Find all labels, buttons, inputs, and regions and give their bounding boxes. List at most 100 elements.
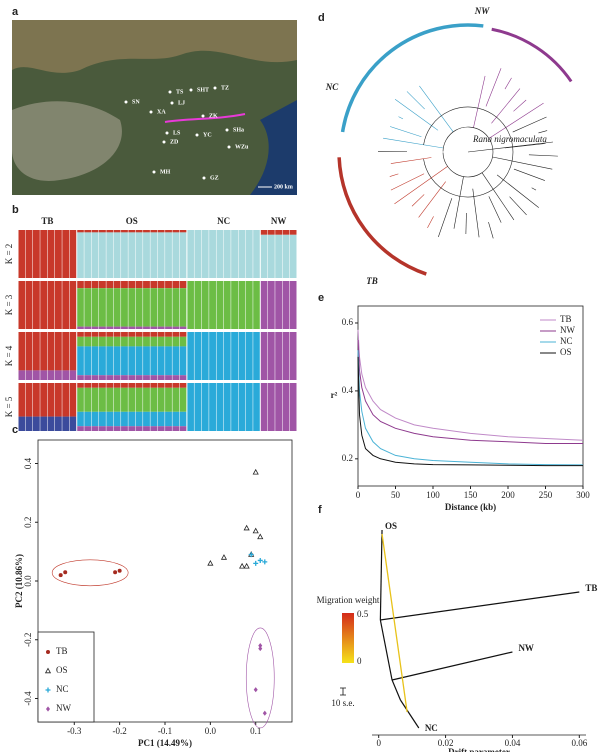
clade-arc: [491, 27, 573, 83]
tree-branch: [504, 143, 546, 149]
point: [257, 533, 264, 540]
legend-min: 0: [357, 656, 362, 666]
scale-label: 10 s.e.: [331, 698, 354, 708]
se-bar: [340, 687, 346, 696]
panel-label: c: [12, 424, 18, 436]
panel-label: f: [318, 504, 322, 516]
x-tick-label: 250: [539, 490, 553, 500]
y-tick-label: 0.2: [23, 517, 33, 528]
site-label: ZK: [209, 113, 218, 119]
point: [262, 710, 267, 716]
y-tick-label: 0.4: [23, 457, 33, 469]
point: [253, 560, 259, 566]
qinling-line: [164, 113, 246, 123]
ld-curve: [357, 329, 584, 441]
y-tick-label: 0.4: [342, 385, 354, 395]
site-label: WZu: [235, 144, 249, 150]
ancestry-block: [77, 230, 187, 233]
x-axis-label: PC1 (14.49%): [138, 738, 192, 748]
tree-branch: [504, 77, 512, 90]
tree-branch: [528, 154, 558, 157]
tree-branch: [390, 157, 432, 164]
tree-branch: [513, 99, 527, 112]
tree-branch: [513, 168, 545, 181]
legend-label: NW: [560, 325, 575, 335]
tree-branch: [379, 529, 383, 621]
site-label: TZ: [221, 85, 229, 91]
ancestry-block: [77, 346, 187, 376]
tree-branch: [418, 181, 446, 218]
tree-branch: [406, 91, 425, 110]
y-tick-label: 0.0: [23, 575, 33, 587]
point: [46, 706, 50, 712]
point: [46, 650, 50, 654]
ancestry-block: [260, 332, 297, 380]
clade-arc: [337, 157, 427, 276]
x-tick-label: 0.02: [438, 738, 454, 748]
site: [202, 176, 206, 180]
y-tick-label: -0.4: [23, 691, 33, 706]
site: [195, 133, 199, 137]
tree-branch: [485, 68, 502, 107]
tree-edge: [379, 619, 401, 701]
site: [225, 128, 229, 132]
panel-label: b: [12, 204, 19, 216]
tree-branch: [411, 194, 425, 207]
x-axis-label: Distance (kb): [445, 502, 496, 512]
site: [152, 170, 156, 174]
x-tick-label: 0: [376, 738, 381, 748]
point: [207, 559, 214, 566]
point: [243, 524, 250, 531]
group-label: NC: [217, 216, 230, 226]
legend-title: Migration weight: [317, 595, 380, 605]
point: [252, 468, 259, 475]
tree-branch: [391, 651, 513, 681]
tree-branch: [419, 85, 454, 133]
clade-label: NC: [325, 82, 339, 92]
x-tick-label: 100: [426, 490, 440, 500]
site-label: MH: [160, 169, 171, 175]
tree-branch: [496, 174, 539, 208]
point: [243, 562, 250, 569]
tree-branch: [383, 137, 444, 149]
legend-label: TB: [56, 646, 68, 656]
x-tick-label: 0.1: [250, 726, 261, 736]
point: [253, 687, 258, 693]
k-label: K = 4: [4, 345, 14, 366]
point: [239, 562, 246, 569]
leaf-label: NC: [425, 723, 438, 733]
tree-branch: [438, 198, 453, 238]
tree-branch: [389, 126, 422, 138]
y-tick-label: 0.2: [342, 453, 353, 463]
ancestry-block: [260, 281, 297, 329]
group-label: NW: [271, 216, 287, 226]
tree-branch: [538, 130, 548, 134]
map-sea: [250, 100, 297, 195]
point: [58, 573, 63, 578]
tree-branch: [488, 102, 544, 139]
tree-branch: [390, 173, 425, 191]
x-tick-label: 0.04: [505, 738, 521, 748]
x-tick-label: 150: [464, 490, 478, 500]
tree-branch: [509, 196, 527, 216]
legend-label: NC: [560, 336, 573, 346]
legend-label: NW: [56, 703, 71, 713]
group-label: TB: [41, 216, 53, 226]
legend-box: [37, 631, 95, 723]
tree-branch: [491, 88, 521, 124]
ancestry-block: [77, 383, 187, 388]
point: [63, 570, 68, 575]
ld-curve: [357, 350, 584, 466]
site-label: TS: [176, 89, 184, 95]
clade-arc: [423, 106, 514, 198]
site-label: SHa: [233, 127, 244, 133]
clade-arc: [442, 126, 494, 178]
point: [45, 687, 51, 693]
clade-label: NW: [474, 6, 490, 16]
legend-label: OS: [560, 347, 572, 357]
x-tick-label: 0: [356, 490, 361, 500]
tree-branch: [481, 172, 515, 221]
tree-branch: [427, 216, 434, 228]
plot-frame: [357, 305, 584, 487]
leaf-label: NW: [518, 643, 534, 653]
